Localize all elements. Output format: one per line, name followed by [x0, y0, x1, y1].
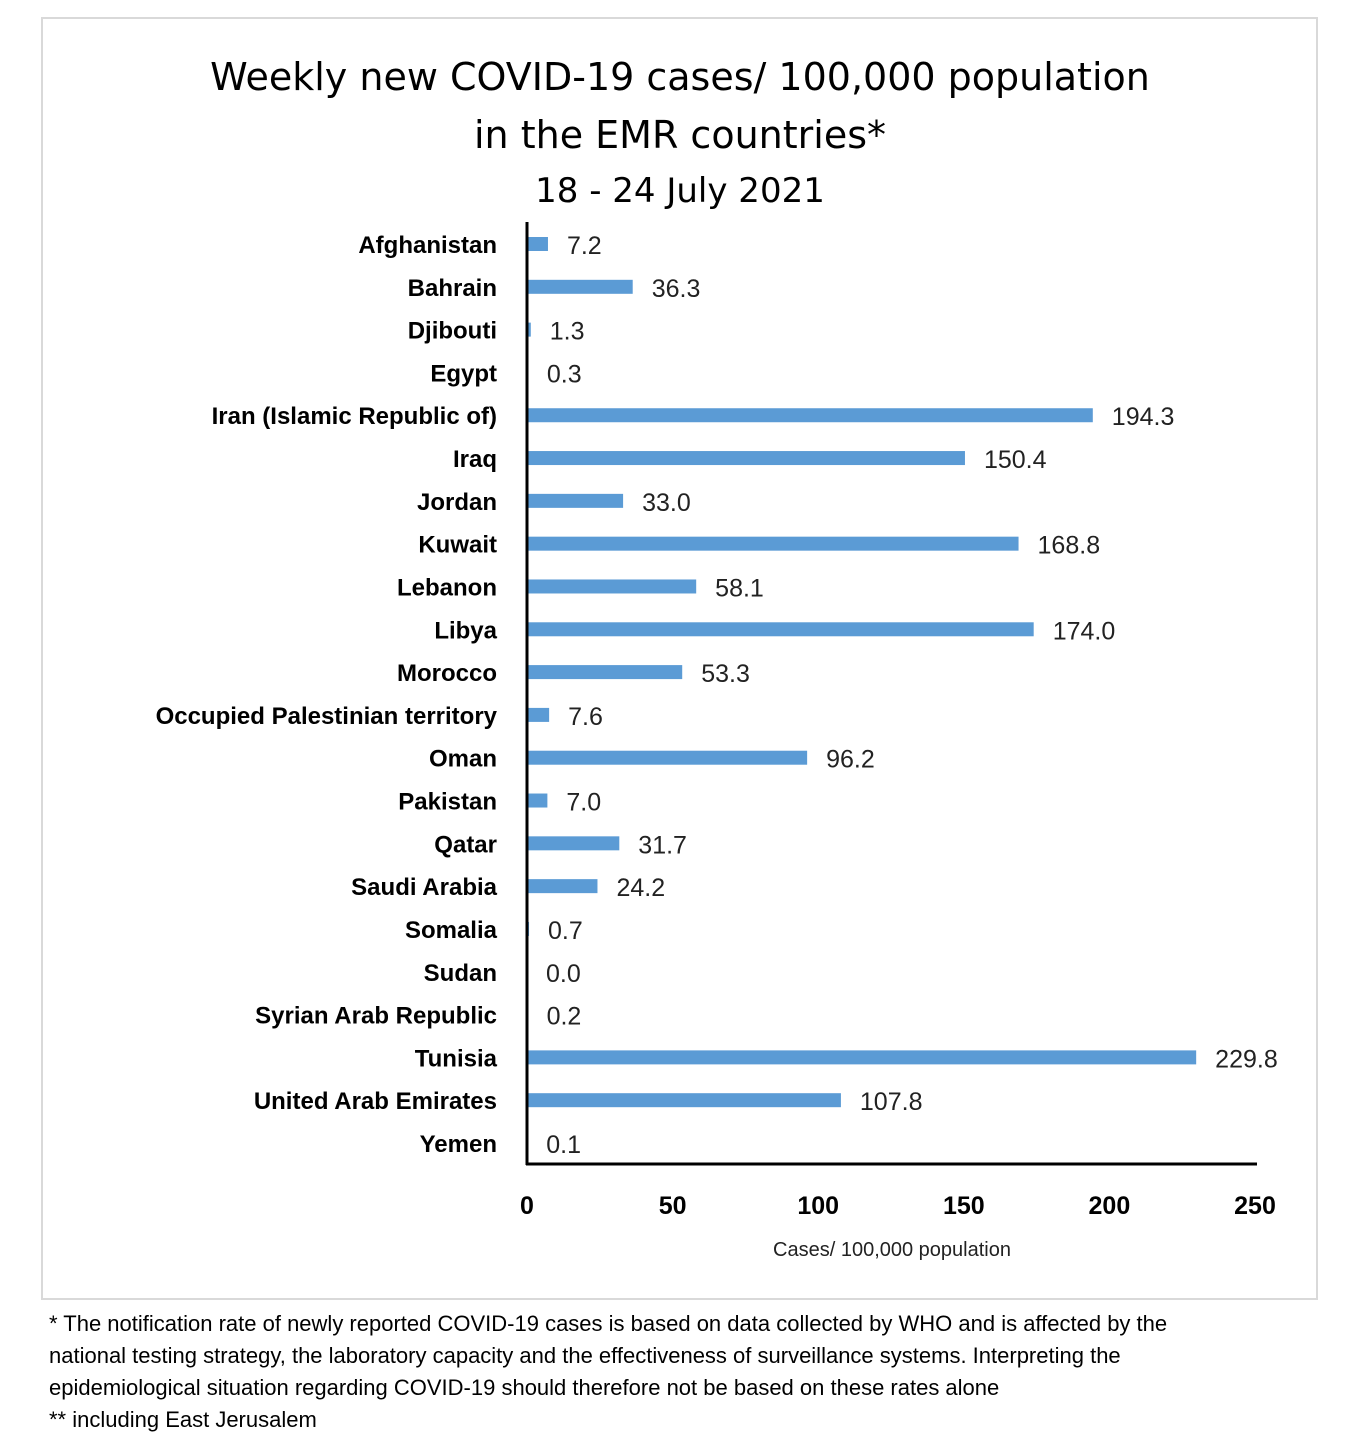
data-label: 53.3 [701, 660, 750, 688]
data-label: 7.0 [566, 789, 601, 817]
category-label: Qatar [434, 831, 497, 858]
category-label: Oman [429, 746, 497, 773]
data-label: 36.3 [652, 275, 701, 303]
data-label: 0.7 [548, 917, 583, 945]
bar-pakistan [527, 793, 548, 808]
category-label: Somalia [405, 917, 498, 944]
data-label: 7.2 [567, 232, 602, 260]
category-label: Yemen [420, 1131, 497, 1158]
category-label: Occupied Palestinian territory [156, 703, 498, 730]
bar-qatar [527, 836, 620, 851]
footnote-line: ** including East Jerusalem [49, 1407, 317, 1432]
bar-oman [527, 750, 808, 765]
data-label: 1.3 [550, 318, 585, 346]
category-label: Saudi Arabia [351, 874, 497, 901]
data-label: 96.2 [826, 746, 875, 774]
footnote-line: epidemiological situation regarding COVI… [49, 1375, 1000, 1400]
bar-tunisia [527, 1050, 1197, 1065]
category-label: Morocco [397, 660, 497, 687]
data-label: 107.8 [860, 1088, 923, 1116]
footnote-line: * The notification rate of newly reporte… [49, 1311, 1168, 1336]
x-tick-label: 250 [1234, 1192, 1276, 1220]
chart-title: Weekly new COVID-19 cases/ 100,000 popul… [210, 55, 1150, 99]
category-labels: Afghanistan Bahrain Djibouti Egypt Iran (Isl… [156, 232, 498, 1158]
x-tick-label: 50 [659, 1192, 687, 1220]
x-tick-label: 200 [1089, 1192, 1131, 1220]
category-label: Tunisia [415, 1045, 498, 1072]
bar-djibouti [527, 322, 531, 337]
category-label: Afghanistan [358, 232, 497, 259]
category-label: Lebanon [397, 574, 497, 601]
bar-occupied-palestinian-territory [527, 707, 550, 722]
category-label: Bahrain [408, 275, 497, 302]
bars-group [527, 237, 1197, 1150]
data-label: 33.0 [642, 489, 691, 517]
bar-libya [527, 622, 1034, 637]
data-label: 174.0 [1053, 617, 1116, 645]
category-label: Iraq [453, 446, 497, 473]
data-label: 150.4 [984, 446, 1047, 474]
x-tick-labels: 0 50 100 150 200 250 [520, 1192, 1276, 1220]
bar-morocco [527, 665, 683, 680]
data-label: 0.1 [546, 1131, 581, 1159]
bar-chart: Weekly new COVID-19 cases/ 100,000 popul… [156, 55, 1278, 1261]
data-label: 168.8 [1038, 532, 1101, 560]
category-label: Sudan [424, 960, 497, 987]
bar-jordan [527, 493, 624, 508]
data-labels: 7.2 36.3 1.3 0.3 194.3 150.4 33.0 168.8 58.1 174.… [546, 232, 1278, 1159]
chart-title-line2: in the EMR countries* [474, 113, 886, 157]
data-label: 7.6 [568, 703, 603, 731]
category-label: Jordan [417, 489, 497, 516]
data-label: 0.0 [546, 960, 581, 988]
category-label: Egypt [430, 360, 497, 387]
x-axis-label: Cases/ 100,000 population [773, 1239, 1011, 1261]
bar-lebanon [527, 579, 697, 594]
bar-iran-islamic-republic-of [527, 408, 1093, 423]
category-label: Pakistan [398, 789, 497, 816]
category-label: Djibouti [408, 318, 497, 345]
data-label: 24.2 [616, 874, 665, 902]
data-label: 0.2 [547, 1003, 582, 1031]
footnote: * The notification rate of newly reporte… [49, 1308, 1339, 1436]
data-label: 31.7 [638, 831, 687, 859]
bar-iraq [527, 451, 965, 466]
category-label: Syrian Arab Republic [255, 1003, 497, 1030]
x-tick-label: 150 [943, 1192, 985, 1220]
data-label: 0.3 [547, 360, 582, 388]
data-label: 194.3 [1112, 403, 1175, 431]
category-label: Libya [434, 617, 497, 644]
data-label: 229.8 [1215, 1045, 1278, 1073]
category-label: Iran (Islamic Republic of) [212, 403, 497, 430]
bar-kuwait [527, 536, 1019, 551]
chart-subtitle: 18 - 24 July 2021 [535, 171, 825, 211]
x-tick-label: 0 [520, 1192, 534, 1220]
x-tick-label: 100 [797, 1192, 839, 1220]
category-label: United Arab Emirates [254, 1088, 497, 1115]
data-label: 58.1 [715, 574, 764, 602]
bar-saudi-arabia [527, 879, 598, 894]
chart-frame [41, 17, 1318, 1300]
bar-bahrain [527, 279, 633, 294]
bar-afghanistan [527, 237, 548, 251]
footnote-line: national testing strategy, the laborator… [49, 1343, 1121, 1368]
category-label: Kuwait [418, 532, 497, 559]
bar-united-arab-emirates [527, 1093, 841, 1108]
